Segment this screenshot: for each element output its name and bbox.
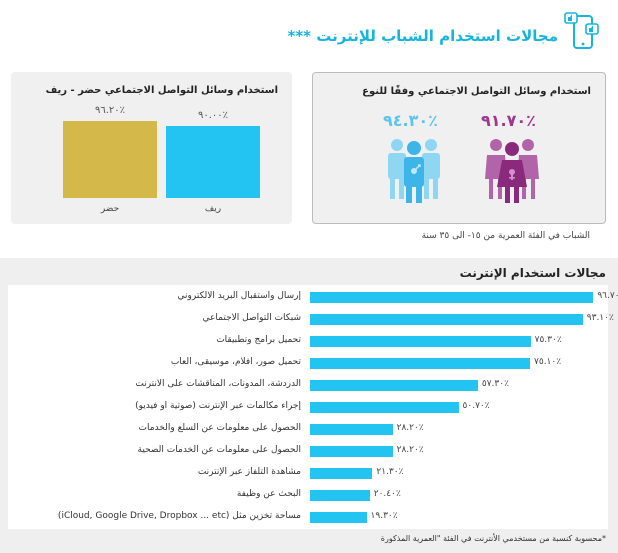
table-row: إرسال واستقبال البريد الالكتروني ٪٩٦.٧٠ — [8, 287, 618, 309]
bar-rural-value: ٪٩٠.٠٠ — [197, 110, 229, 121]
usage-value: ٪٢٨.٢٠ — [396, 423, 424, 433]
bar-rural — [166, 126, 260, 198]
urban-rural-title: استخدام وسائل التواصل الاجتماعي حضر - ري… — [45, 85, 278, 96]
male-group-icon — [388, 139, 440, 203]
table-row: تحميل صور، أفلام، موسيقى، ألعاب ٪٧٥.١٠ — [8, 353, 608, 375]
usage-category-label: تحميل صور، أفلام، موسيقى، ألعاب — [170, 357, 301, 367]
usage-category-label: مساحة تخزين مثل (iCloud, Google Drive, D… — [57, 511, 301, 521]
female-value: ٪٩١.٧٠ — [481, 111, 536, 130]
usage-bar — [310, 468, 373, 479]
table-row: مساحة تخزين مثل (iCloud, Google Drive, D… — [8, 507, 608, 529]
usage-value: ٪٥٠.٧٠ — [462, 401, 490, 411]
usage-category-label: مشاهدة التلفاز عبر الإنترنت — [197, 467, 301, 477]
table-row: الحصول على معلومات عن السلع والخدمات ٪٢٨.… — [8, 419, 608, 441]
usage-bar — [310, 490, 370, 501]
usage-category-label: إرسال واستقبال البريد الالكتروني — [177, 291, 301, 301]
age-note: الشباب في الفئة العمرية من ١٥- الى ٣٥ سن… — [421, 231, 590, 241]
bar-urban-value: ٪٩٦.٢٠ — [94, 105, 126, 117]
usage-bar — [310, 292, 594, 303]
table-row: إجراء مكالمات عبر الإنترنت (صوتية أو فيد… — [8, 397, 608, 419]
usage-value: ٪٥٧.٣٠ — [481, 379, 509, 389]
usage-value: ٪١٩.٣٠ — [370, 511, 398, 521]
usage-value: ٪٧٥.٣٠ — [534, 335, 562, 345]
usage-bar — [310, 380, 478, 391]
usage-value: ٪٩٣.١٠ — [586, 313, 614, 323]
footnote: *محسوبة كنسبة من مستخدمي الأنترنت في الف… — [380, 534, 606, 543]
internet-usage-title: مجالات استخدام الإنترنت — [459, 266, 606, 280]
phone-thumbs-up-icon — [564, 12, 599, 49]
table-row: تحميل برامج وتطبيقات ٪٧٥.٣٠ — [8, 331, 608, 353]
usage-category-label: الحصول على معلومات عن الخدمات الصحية — [137, 445, 301, 455]
usage-value: ٪٧٥.١٠ — [534, 357, 562, 367]
usage-category-label: شبكات التواصل الاجتماعي — [202, 313, 301, 323]
gender-card: استخدام وسائل التواصل الاجتماعي وفقًا لل… — [312, 72, 606, 224]
male-value: ٪٩٤.٣٠ — [383, 111, 438, 130]
usage-bar — [310, 358, 531, 369]
usage-bar — [310, 424, 393, 435]
usage-value: ٪٢١.٣٠ — [376, 467, 404, 477]
usage-bar — [310, 512, 367, 523]
urban-rural-card: استخدام وسائل التواصل الاجتماعي حضر - ري… — [11, 72, 292, 224]
bar-urban-label: حضر — [100, 204, 120, 214]
usage-bar — [310, 314, 583, 325]
bar-urban — [63, 121, 157, 198]
gender-title: استخدام وسائل التواصل الاجتماعي وفقًا لل… — [362, 86, 591, 97]
page-title: مجالات استخدام الشباب للإنترنت *** — [287, 27, 558, 45]
usage-category-label: الدردشة، المدونات، المناقشات على الانترن… — [135, 379, 301, 389]
usage-category-label: تحميل برامج وتطبيقات — [216, 335, 301, 345]
table-row: الدردشة، المدونات، المناقشات على الانترن… — [8, 375, 608, 397]
table-row: البحث عن وظيفة ٪٢٠.٤٠ — [8, 485, 608, 507]
usage-category-label: الحصول على معلومات عن السلع والخدمات — [138, 423, 301, 433]
table-row: شبكات التواصل الاجتماعي ٪٩٣.١٠ — [8, 309, 614, 331]
internet-usage-chart: إرسال واستقبال البريد الالكتروني ٪٩٦.٧٠ شب… — [8, 285, 618, 529]
usage-bar — [310, 446, 393, 457]
usage-value: ٪٢٠.٤٠ — [373, 489, 401, 499]
usage-bar — [310, 402, 459, 413]
usage-category-label: البحث عن وظيفة — [236, 489, 301, 499]
internet-usage-section: مجالات استخدام الإنترنت إرسال واستقبال ا… — [0, 258, 618, 553]
bar-rural-label: ريف — [204, 204, 222, 214]
usage-category-label: إجراء مكالمات عبر الإنترنت (صوتية أو فيد… — [135, 401, 301, 411]
header: مجالات استخدام الشباب للإنترنت *** — [0, 0, 618, 60]
female-group-icon — [485, 139, 539, 203]
usage-value: ٪٢٨.٢٠ — [396, 445, 424, 455]
table-row: الحصول على معلومات عن الخدمات الصحية ٪٢٨.… — [8, 441, 608, 463]
usage-value: ٪٩٦.٧٠ — [597, 291, 618, 301]
usage-bar — [310, 336, 531, 347]
table-row: مشاهدة التلفاز عبر الإنترنت ٪٢١.٣٠ — [8, 463, 608, 485]
